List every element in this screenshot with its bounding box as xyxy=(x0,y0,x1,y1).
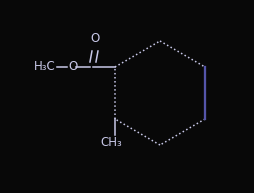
Text: CH₃: CH₃ xyxy=(100,136,121,150)
Text: H₃C: H₃C xyxy=(34,60,56,74)
Text: O: O xyxy=(90,32,99,46)
Text: O: O xyxy=(68,60,77,74)
